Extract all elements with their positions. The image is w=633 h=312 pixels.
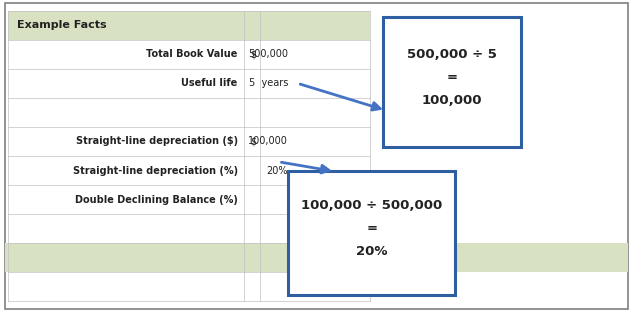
Text: Total Book Value: Total Book Value xyxy=(146,49,238,59)
Bar xyxy=(8,11,370,40)
Text: 5  years: 5 years xyxy=(249,78,288,88)
Text: 20%: 20% xyxy=(266,166,288,176)
Bar xyxy=(288,172,455,295)
Text: $: $ xyxy=(250,136,256,146)
Bar xyxy=(4,243,629,272)
Text: 100,000: 100,000 xyxy=(248,136,288,146)
Text: Straight-line depreciation (%): Straight-line depreciation (%) xyxy=(73,166,238,176)
Text: Double Declining Balance (%): Double Declining Balance (%) xyxy=(75,195,238,205)
Text: Useful life: Useful life xyxy=(182,78,238,88)
Text: Straight-line depreciation ($): Straight-line depreciation ($) xyxy=(75,136,238,146)
Text: Example Facts: Example Facts xyxy=(17,20,107,30)
Text: $: $ xyxy=(250,49,256,59)
Text: 100,000 ÷ 500,000
=
20%: 100,000 ÷ 500,000 = 20% xyxy=(301,199,442,258)
Bar xyxy=(383,17,522,147)
Text: 500,000 ÷ 5
=
100,000: 500,000 ÷ 5 = 100,000 xyxy=(407,48,497,107)
Text: 500,000: 500,000 xyxy=(248,49,288,59)
